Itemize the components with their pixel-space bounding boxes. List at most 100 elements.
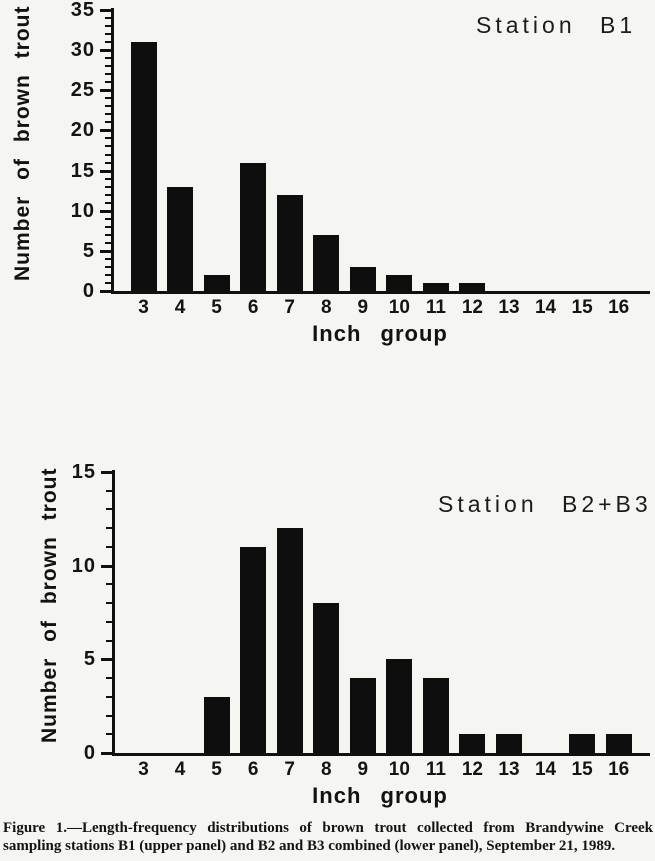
- y-minor-tick: [105, 121, 111, 124]
- y-minor-tick: [106, 620, 112, 623]
- bar-inch-7: [276, 528, 303, 753]
- x-tick-label: 8: [320, 297, 332, 318]
- x-tick-label: 16: [608, 297, 630, 318]
- bar-inch-5: [203, 696, 230, 753]
- y-minor-tick: [105, 65, 111, 68]
- x-tick-label: 11: [425, 759, 446, 780]
- y-minor-tick: [106, 639, 112, 642]
- bar-inch-6: [240, 546, 267, 753]
- bar-inch-12: [459, 282, 486, 291]
- x-tick-label: 4: [174, 297, 186, 318]
- x-tick-label: 5: [211, 759, 222, 780]
- x-tick-label: 4: [174, 759, 186, 780]
- bar-inch-12: [459, 734, 486, 753]
- bar-inch-3: [130, 42, 157, 291]
- y-minor-tick: [105, 57, 111, 60]
- y-minor-tick: [105, 17, 111, 20]
- y-major-tick: [101, 564, 112, 568]
- y-minor-tick: [105, 73, 111, 76]
- y-major-tick: [100, 89, 111, 93]
- y-minor-tick: [106, 545, 112, 548]
- y-minor-tick: [105, 193, 111, 196]
- y-major-tick: [100, 290, 111, 293]
- y-tick-label: 0: [83, 742, 96, 764]
- y-minor-tick: [106, 602, 112, 605]
- bar-inch-11: [422, 678, 449, 753]
- x-tick-label: 15: [571, 759, 593, 780]
- x-tick-label: 8: [320, 759, 332, 780]
- y-major-tick: [100, 49, 111, 53]
- x-axis-label: Inch group: [312, 321, 448, 346]
- x-tick-label: 16: [608, 759, 630, 780]
- y-tick-label: 5: [83, 648, 96, 671]
- y-axis-label: Number of brown trout: [11, 5, 34, 281]
- x-tick-label: 3: [138, 297, 149, 318]
- y-tick-label: 20: [70, 119, 95, 142]
- y-minor-tick: [105, 105, 111, 108]
- x-tick-label: 10: [388, 297, 410, 318]
- y-axis-label: Number of brown trout: [38, 467, 61, 743]
- x-tick-label: 5: [211, 297, 222, 318]
- y-major-tick: [100, 9, 111, 12]
- y-minor-tick: [105, 177, 111, 180]
- y-minor-tick: [105, 241, 111, 244]
- y-tick-label: 30: [70, 39, 95, 62]
- y-tick-label: 35: [70, 0, 95, 21]
- y-major-tick: [101, 658, 112, 662]
- y-minor-tick: [106, 583, 112, 586]
- y-minor-tick: [105, 113, 111, 116]
- bar-inch-5: [203, 274, 230, 291]
- y-minor-tick: [105, 145, 111, 148]
- y-minor-tick: [105, 81, 111, 84]
- bar-inch-8: [313, 603, 340, 753]
- y-minor-tick: [106, 508, 112, 511]
- x-tick-label: 14: [534, 759, 557, 780]
- x-tick-label: 6: [247, 759, 259, 780]
- bar-inch-15: [569, 734, 596, 753]
- y-minor-tick: [105, 153, 111, 156]
- chart-title-b1: Station B1: [476, 12, 637, 38]
- bar-inch-9: [349, 678, 376, 753]
- y-minor-tick: [105, 41, 111, 44]
- bar-inch-16: [605, 734, 632, 753]
- y-minor-tick: [105, 97, 111, 100]
- x-axis-label: Inch group: [312, 783, 448, 808]
- x-tick-label: 15: [571, 297, 593, 318]
- y-minor-tick: [105, 225, 111, 228]
- y-major-tick: [101, 752, 112, 755]
- y-minor-tick: [105, 33, 111, 36]
- y-minor-tick: [105, 265, 111, 268]
- y-major-tick: [100, 169, 111, 173]
- x-tick-label: 9: [357, 297, 369, 318]
- x-tick-label: 12: [461, 297, 483, 318]
- y-minor-tick: [106, 695, 112, 698]
- bar-inch-8: [313, 234, 340, 291]
- x-tick-label: 9: [357, 759, 369, 780]
- y-minor-tick: [105, 281, 111, 284]
- y-minor-tick: [105, 25, 111, 28]
- y-axis: [111, 8, 114, 294]
- y-tick-label: 25: [70, 79, 95, 102]
- bar-inch-9: [349, 266, 376, 291]
- x-tick-label: 7: [284, 297, 295, 318]
- y-minor-tick: [105, 257, 111, 260]
- chart-title-b2-b3: Station B2+B3: [438, 491, 652, 517]
- bar-inch-10: [386, 659, 413, 753]
- y-tick-label: 10: [70, 199, 95, 222]
- y-minor-tick: [105, 185, 111, 188]
- x-tick-label: 12: [461, 759, 483, 780]
- y-minor-tick: [105, 161, 111, 164]
- bar-inch-4: [167, 186, 194, 291]
- x-tick-label: 6: [247, 297, 259, 318]
- y-major-tick: [101, 471, 112, 474]
- x-axis: [111, 291, 650, 294]
- y-minor-tick: [105, 273, 111, 276]
- y-major-tick: [100, 209, 111, 213]
- x-axis: [112, 753, 650, 756]
- y-minor-tick: [106, 489, 112, 492]
- figure-caption: Figure 1.—Length-frequency distributions…: [3, 820, 653, 854]
- bar-inch-6: [240, 162, 267, 291]
- y-tick-label: 15: [70, 159, 95, 182]
- y-tick-label: 5: [82, 239, 95, 262]
